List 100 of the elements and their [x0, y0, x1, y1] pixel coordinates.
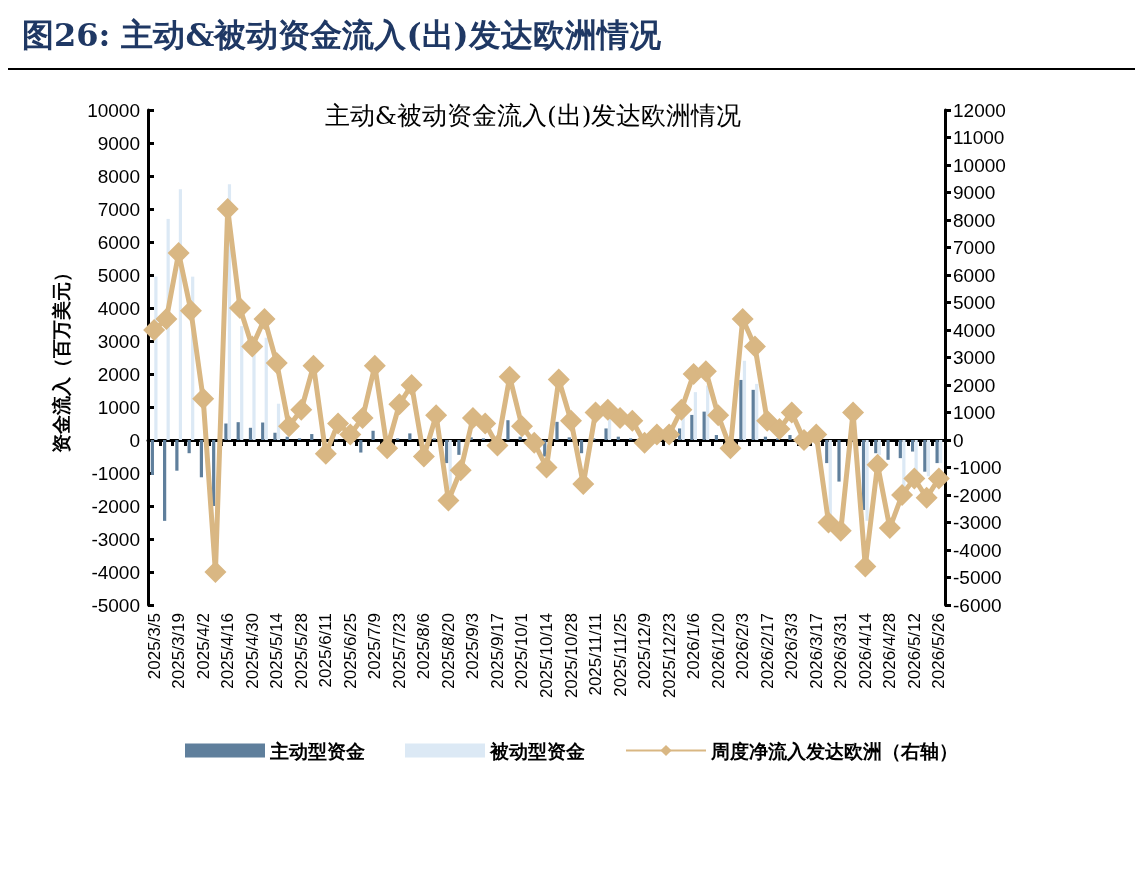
y2-tick-label: 7000	[953, 237, 996, 258]
bar	[175, 440, 179, 471]
bar	[240, 326, 244, 440]
bar	[935, 440, 939, 464]
x-tick-label: 2025/3/5	[144, 613, 164, 680]
bar	[923, 440, 927, 472]
bar	[604, 428, 608, 440]
y-tick-label: -4000	[91, 561, 140, 583]
y-tick-label: 1000	[97, 396, 140, 418]
y-tick-label: 10000	[87, 99, 140, 121]
bar	[252, 354, 256, 440]
bar	[408, 433, 412, 440]
bar	[755, 383, 759, 440]
x-tick-label: 2025/6/25	[340, 613, 360, 689]
y-tick-label: 2000	[97, 363, 140, 385]
bar	[837, 440, 841, 482]
bar	[910, 440, 915, 452]
bar	[739, 379, 743, 440]
x-tick-label: 2025/6/11	[316, 613, 336, 688]
y2-tick-label: 6000	[953, 264, 996, 286]
x-tick-label: 2025/10/28	[561, 613, 581, 699]
x-tick-label: 2026/3/31	[831, 613, 851, 689]
y-tick-label: -5000	[91, 594, 140, 616]
y2-tick-label: -6000	[953, 594, 1002, 616]
x-tick-label: 2026/2/3	[733, 613, 753, 680]
y2-tick-label: 10000	[953, 154, 1006, 176]
x-tick-label: 2025/3/19	[169, 613, 189, 689]
y2-tick-label: 2000	[953, 374, 996, 396]
bar	[690, 414, 694, 440]
y-tick-label: -1000	[91, 462, 140, 484]
y2-tick-label: -1000	[953, 457, 1002, 478]
bar	[445, 440, 449, 464]
x-tick-label: 2025/7/9	[365, 613, 385, 680]
y2-tick-label: 12000	[953, 99, 1006, 121]
y-axis-title: 资金流入（百万美元）	[49, 262, 72, 453]
bar	[579, 440, 584, 454]
bar	[163, 440, 167, 521]
x-tick-label: 2026/1/20	[708, 613, 728, 689]
bar	[751, 389, 755, 440]
y-tick-label: 0	[129, 429, 140, 451]
x-tick-label: 2026/1/6	[684, 613, 704, 680]
y-tick-label: 5000	[97, 264, 140, 286]
bar	[886, 440, 890, 460]
bar	[714, 435, 718, 440]
x-tick-label: 2025/10/14	[537, 613, 556, 699]
bar	[273, 432, 277, 440]
x-tick-label: 2025/5/28	[291, 613, 311, 689]
bar	[506, 420, 510, 440]
y2-tick-label: 5000	[953, 292, 996, 313]
bar	[371, 430, 375, 440]
x-tick-label: 2026/2/17	[757, 613, 777, 689]
x-tick-label: 2025/9/3	[463, 613, 483, 680]
y-tick-label: 3000	[97, 330, 140, 352]
x-tick-label: 2025/12/9	[635, 613, 655, 689]
bar	[825, 440, 829, 464]
y-tick-label: 6000	[97, 231, 140, 253]
x-tick-label: 2025/10/1	[512, 613, 532, 689]
bar	[828, 440, 832, 516]
x-tick-label: 2025/7/23	[389, 613, 409, 689]
bar	[555, 421, 559, 440]
x-tick-label: 2025/4/2	[193, 613, 213, 680]
bar	[457, 440, 461, 455]
bar	[236, 422, 240, 440]
x-tick-label: 2025/4/16	[218, 613, 238, 689]
bar	[939, 440, 943, 464]
chart-subtitle: 主动&被动资金流入(出)发达欧洲情况	[324, 101, 742, 130]
x-tick-label: 2026/3/3	[782, 613, 802, 680]
y2-tick-label: -5000	[953, 567, 1002, 588]
bar	[150, 440, 154, 475]
x-tick-label: 2025/8/6	[414, 613, 434, 680]
bar	[926, 440, 930, 477]
x-tick-label: 2025/8/20	[438, 613, 458, 689]
bar	[359, 440, 363, 453]
bar	[865, 440, 869, 521]
bar	[742, 360, 747, 440]
x-tick-label: 2026/5/26	[929, 613, 949, 689]
bar	[702, 411, 706, 440]
y2-tick-label: 0	[953, 429, 964, 451]
bar	[264, 337, 268, 440]
x-tick-label: 2025/11/25	[610, 613, 630, 697]
y-tick-label: 8000	[97, 165, 140, 187]
x-tick-label: 2026/5/12	[904, 613, 924, 689]
y2-tick-label: -4000	[953, 539, 1002, 561]
x-tick-label: 2025/12/23	[659, 613, 679, 699]
y2-tick-label: 9000	[953, 182, 996, 203]
y-tick-label: 7000	[97, 198, 140, 220]
chart-title: 图26: 主动&被动资金流入(出)发达欧洲情况	[8, 8, 1135, 70]
y2-tick-label: 11000	[953, 127, 1005, 148]
y-tick-label: 4000	[97, 297, 140, 319]
legend-label: 周度净流入发达欧洲（右轴）	[710, 739, 958, 762]
y2-tick-label: -2000	[953, 484, 1002, 506]
x-tick-label: 2025/9/17	[487, 613, 507, 689]
y-tick-label: -2000	[91, 495, 140, 517]
x-tick-label: 2026/3/17	[806, 613, 826, 689]
bar	[224, 423, 228, 440]
bar	[310, 434, 314, 440]
x-tick-label: 2025/4/30	[242, 613, 262, 689]
bar	[248, 427, 253, 440]
y2-tick-label: -3000	[953, 512, 1002, 533]
legend-label: 主动型资金	[269, 739, 365, 762]
